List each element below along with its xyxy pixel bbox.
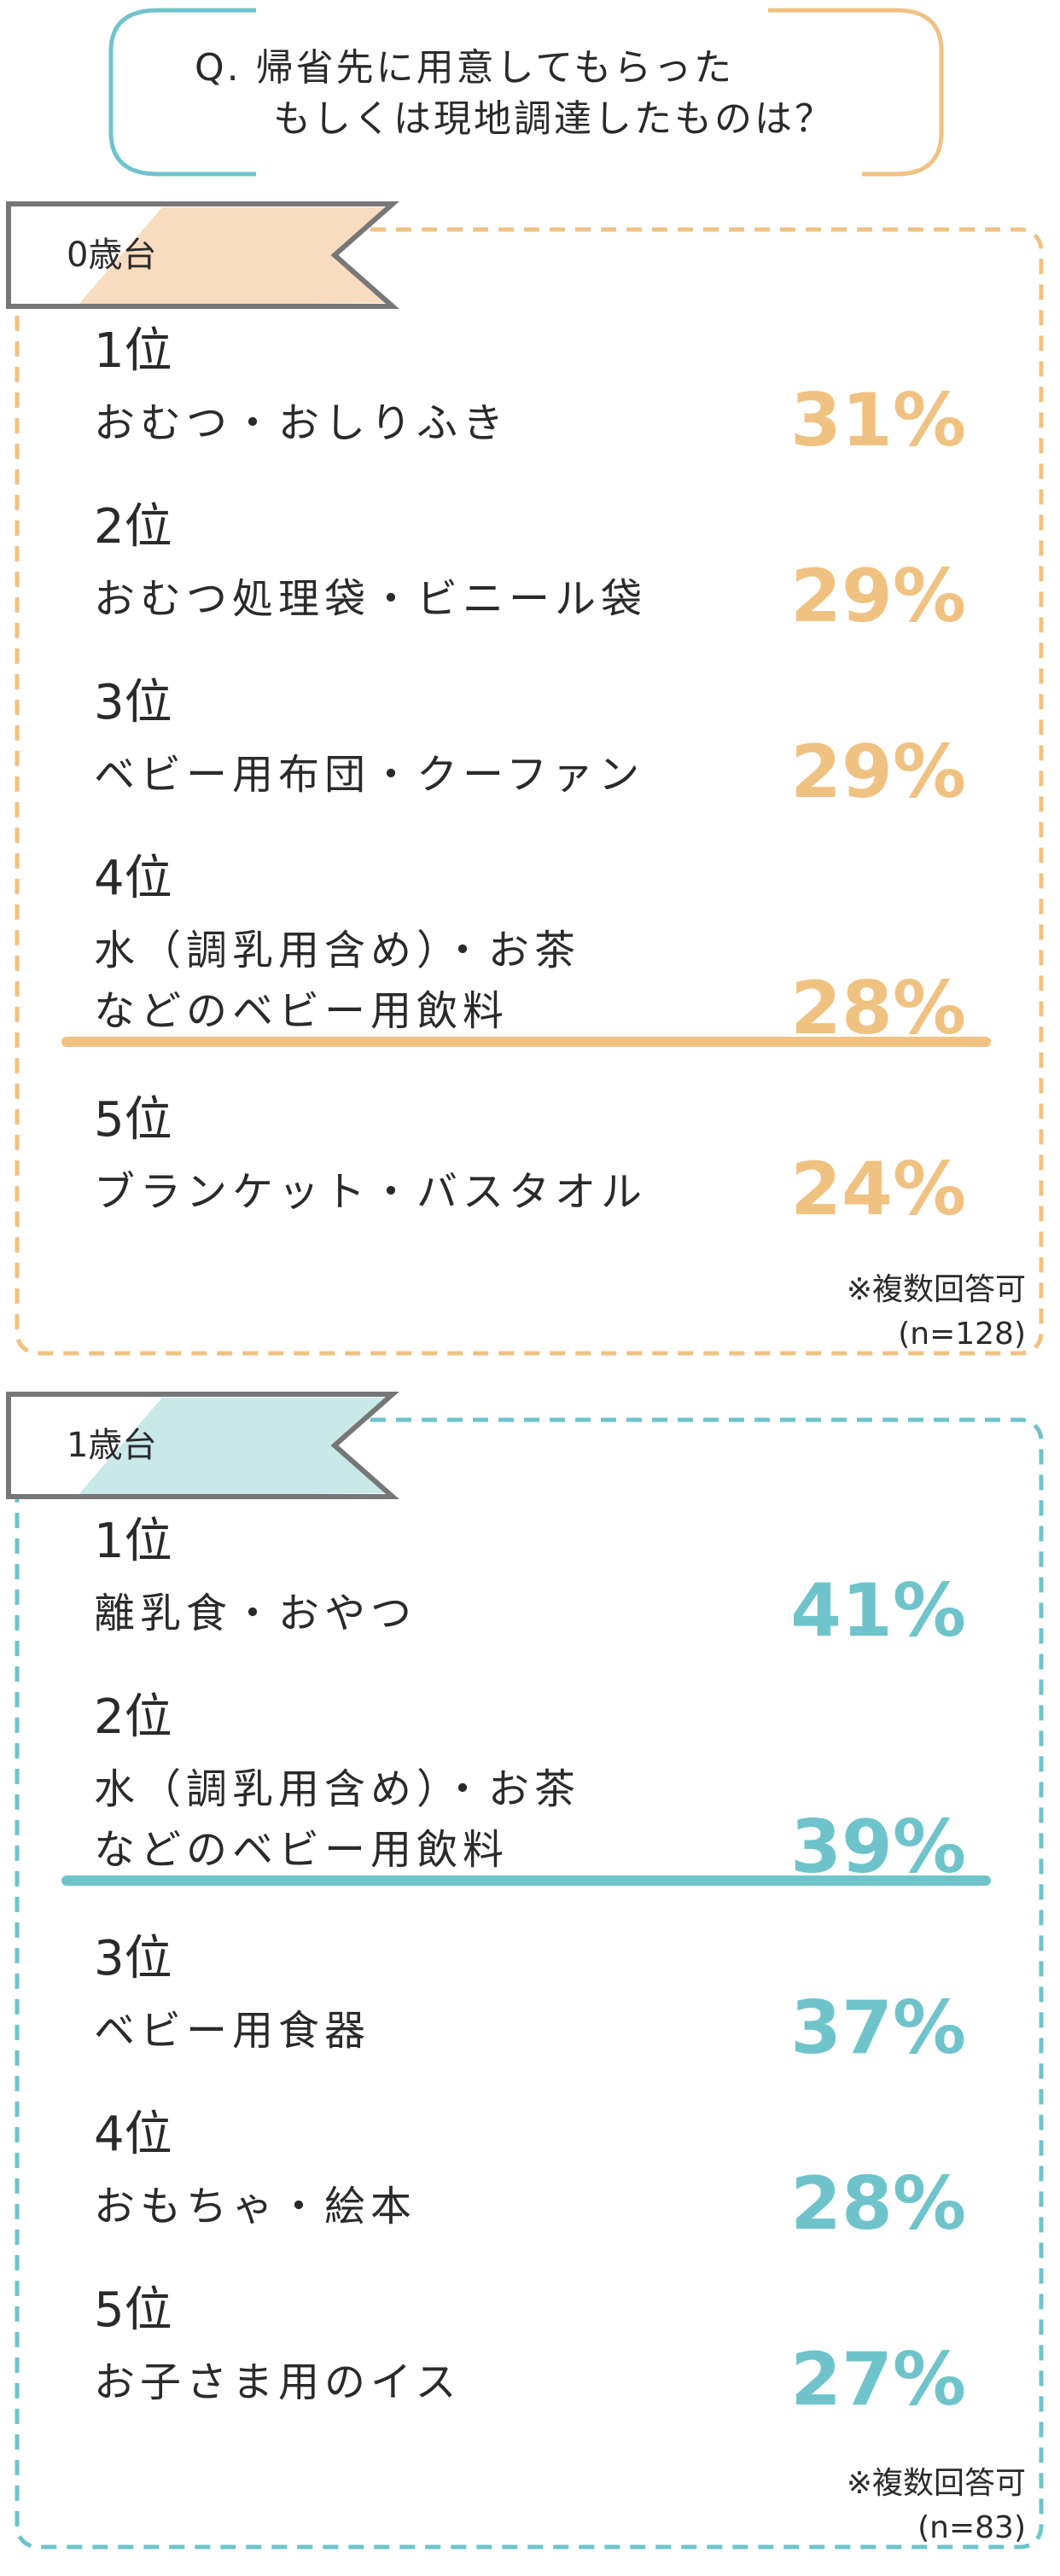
rank: 4位 xyxy=(94,2107,172,2162)
item-name: お子さま用のイス xyxy=(94,2358,462,2406)
percent: 31% xyxy=(790,378,966,463)
tab-outline xyxy=(6,201,399,309)
note: ※複数回答可 xyxy=(846,2466,1026,2501)
percent: 27% xyxy=(790,2337,966,2422)
question-line: Q. 帰省先に用意してもらった xyxy=(195,46,735,90)
question-frame-left xyxy=(108,8,256,177)
item-name: 水（調乳用含め）・お茶 xyxy=(94,1765,581,1813)
tab-tint xyxy=(77,207,386,306)
question-frame-right xyxy=(768,8,944,177)
rank: 5位 xyxy=(94,2282,172,2338)
rank: 1位 xyxy=(94,323,172,379)
percent: 28% xyxy=(790,2161,966,2247)
section-label: 0歳台 xyxy=(67,236,157,275)
rank: 2位 xyxy=(94,1689,172,1745)
percent: 28% xyxy=(790,966,966,1051)
item-name: おもちゃ・絵本 xyxy=(94,2183,417,2230)
item-name: ブランケット・バスタオル xyxy=(94,1168,648,1216)
percent: 29% xyxy=(790,554,966,639)
rank: 5位 xyxy=(94,1092,172,1148)
item-name: などのベビー用飲料 xyxy=(94,1826,510,1874)
sample-size: (n=128) xyxy=(898,1317,1026,1352)
rank: 3位 xyxy=(94,1931,172,1986)
item-name: などのベビー用飲料 xyxy=(94,987,510,1035)
note: ※複数回答可 xyxy=(846,1272,1026,1307)
tab-tint xyxy=(77,1398,386,1497)
percent: 24% xyxy=(790,1147,966,1232)
percent: 39% xyxy=(790,1805,966,1890)
section-frame xyxy=(15,227,1044,1356)
item-name: 離乳食・おやつ xyxy=(94,1590,417,1637)
percent: 41% xyxy=(790,1568,966,1654)
item-name: ベビー用食器 xyxy=(94,2007,371,2055)
item-name: ベビー用布団・クーファン xyxy=(94,751,645,799)
sample-size: (n=83) xyxy=(917,2510,1026,2545)
rank: 4位 xyxy=(94,851,172,906)
percent: 29% xyxy=(790,730,966,815)
rank: 1位 xyxy=(94,1514,172,1569)
item-name: 水（調乳用含め）・お茶 xyxy=(94,927,581,974)
question-line: もしくは現地調達したものは？ xyxy=(273,97,835,141)
rank: 2位 xyxy=(94,499,172,555)
item-name: おむつ処理袋・ビニール袋 xyxy=(94,575,648,623)
section-frame xyxy=(15,1417,1044,2550)
rank: 3位 xyxy=(94,675,172,730)
tab-outline xyxy=(6,1392,399,1499)
percent: 37% xyxy=(790,1986,966,2071)
item-name: おむつ・おしりふき xyxy=(94,399,510,447)
section-label: 1歳台 xyxy=(67,1426,157,1465)
